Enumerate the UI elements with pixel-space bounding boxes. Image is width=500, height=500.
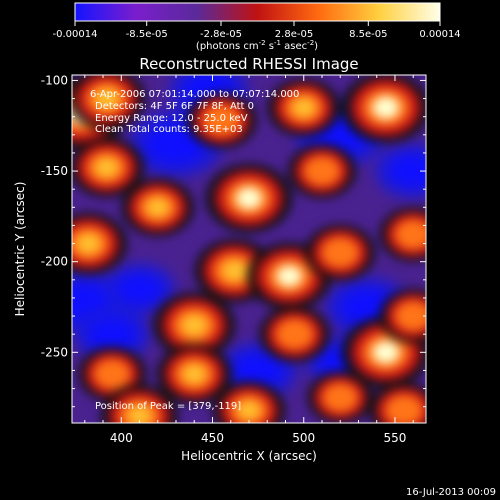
x-axis-label: Heliocentric X (arcsec) <box>181 449 317 463</box>
y-tick-label: -100 <box>41 73 68 87</box>
colorbar-tick-label: -0.00014 <box>53 29 98 40</box>
hot-spot-core <box>235 187 263 210</box>
generation-date: 16-Jul-2013 00:09 <box>405 487 496 498</box>
annotation-energy: Energy Range: 12.0 - 25.0 keV <box>95 113 248 124</box>
annotation-block: 6-Apr-2006 07:01:14.000 to 07:07:14.000 … <box>90 89 299 412</box>
hot-spot-core <box>372 96 400 119</box>
x-tick-label: 450 <box>201 431 224 445</box>
heatmap-image <box>72 75 426 423</box>
colorbar-tick-label: -8.5e-05 <box>126 29 168 40</box>
colorbar-tick-label: 2.8e-05 <box>275 29 313 40</box>
hot-spot-core <box>76 233 101 254</box>
colorbar-tick-label: 8.5e-05 <box>349 29 387 40</box>
hot-spot-core <box>372 340 400 364</box>
annotation-peak-position: Position of Peak = [379,-119] <box>95 401 241 412</box>
hot-spot-mid <box>321 237 360 269</box>
hot-spot-core <box>146 197 169 217</box>
hot-spot-core <box>181 314 207 336</box>
colorbar: -0.00014 -8.5e-05 -2.8e-05 2.8e-05 8.5e-05 0.… <box>53 2 461 52</box>
colorbar-ticks: -0.00014 -8.5e-05 -2.8e-05 2.8e-05 8.5e-05 0.… <box>53 21 461 40</box>
x-tick-label: 500 <box>292 431 315 445</box>
annotation-time-range: 6-Apr-2006 07:01:14.000 to 07:07:14.000 <box>90 89 299 100</box>
colorbar-unit-label: (photons cm-2 s-1 asec-2) <box>196 39 318 52</box>
cold-spot-core <box>87 317 137 351</box>
x-tick-label: 400 <box>110 431 133 445</box>
x-axis-ticks: 400 450 500 550 <box>84 75 414 445</box>
chart-title: Reconstructed RHESSI Image <box>139 55 358 73</box>
hot-spot-core <box>292 98 315 117</box>
cold-spot-core <box>232 353 284 388</box>
annotation-detectors: Detectors: 4F 5F 6F 7F 8F, Att 0 <box>95 101 254 112</box>
y-axis-ticks: -100 -150 -200 -250 <box>41 73 426 408</box>
hot-spot-core <box>222 260 247 281</box>
hot-spot-core <box>237 400 261 420</box>
y-tick-label: -250 <box>41 345 68 359</box>
y-tick-label: -200 <box>41 255 68 269</box>
hot-spot-mid <box>275 318 314 350</box>
y-tick-label: -150 <box>41 164 68 178</box>
colorbar-tick-label: -2.8e-05 <box>200 29 242 40</box>
hot-spot-mid <box>322 383 359 413</box>
cold-spot-core <box>116 273 163 305</box>
colorbar-strip <box>74 2 441 22</box>
hot-spot-mid <box>394 301 426 332</box>
annotation-clean-counts: Clean Total counts: 9.35E+03 <box>95 124 243 135</box>
hot-spot-core <box>94 88 119 109</box>
hot-spot-core <box>127 405 152 423</box>
hot-spot-core <box>95 157 119 178</box>
y-axis-label: Heliocentric Y (arcsec) <box>13 182 27 317</box>
x-tick-label: 550 <box>384 431 407 445</box>
hot-spot-mid <box>93 359 131 390</box>
hot-spot-mid <box>202 104 241 136</box>
hot-spot-core <box>276 265 302 287</box>
cold-spot-core <box>388 154 426 188</box>
hot-spot-core <box>182 364 206 384</box>
hot-spot-mid <box>385 394 424 423</box>
hot-spot-mid <box>303 156 341 187</box>
hot-spot-mid <box>394 219 426 250</box>
colorbar-tick-label: 0.00014 <box>419 29 460 40</box>
hot-layer <box>72 75 426 423</box>
